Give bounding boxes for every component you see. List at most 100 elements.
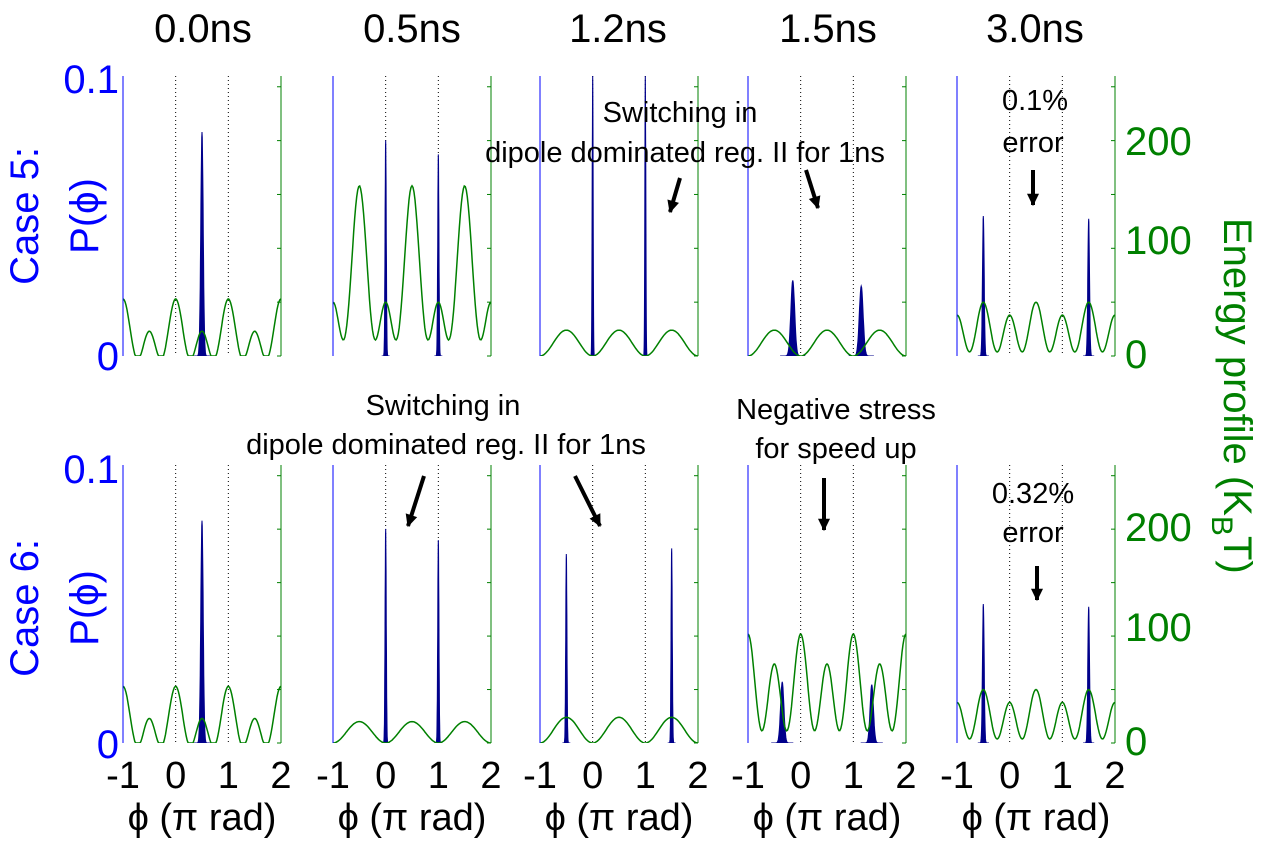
arrow-head [667,199,679,214]
right-axis-label-tail: T) [1215,536,1259,574]
y-right-tick-100-row1: 100 [1125,219,1192,263]
panel-1-1 [122,76,282,357]
arrow-head [1026,193,1040,207]
annotation-3-line-2: dipole dominated reg. II for 1ns [246,429,646,461]
annotation-arrow-3 [1026,170,1040,207]
energy-curve [333,720,491,743]
annotation-4-line-1: Negative stress [736,394,936,426]
annotation-arrow-2 [804,169,821,210]
column-title-2: 1.2ns [569,7,667,51]
column-title-4: 3.0ns [986,7,1084,51]
annotation-1-line-2: dipole dominated reg. II for 1ns [485,137,885,169]
annotation-arrow-7 [1030,566,1044,602]
arrow-head [405,513,418,528]
panel-1-5 [956,76,1116,357]
annotation-arrow-1 [667,177,682,214]
probability-peak-2 [434,154,443,356]
x-axis-label: ϕ (π rad) [962,797,1111,839]
y-right-tick-0-row2: 0 [1125,720,1147,764]
row-ylabel-case6: P(ϕ) [63,570,107,646]
x-tick-label: 2 [480,755,501,797]
energy-curve [123,685,281,743]
x-tick-label: 0 [999,755,1020,797]
probability-peak-1 [780,280,806,356]
x-tick-label: 2 [270,755,291,797]
x-tick-label: 1 [218,755,239,797]
arrow-head [589,513,601,528]
x-tick-label: 1 [635,755,656,797]
x-tick-label: -1 [731,755,765,797]
arrow-head [1030,588,1044,602]
x-tick-label: 2 [1104,755,1125,797]
annotation-arrow-5 [573,475,602,528]
panel-1-4 [747,76,907,357]
x-axis-label: ϕ (π rad) [338,797,487,839]
annotation-2-line-1: 0.1% [1002,85,1068,117]
arrow-head [808,195,821,210]
panel-1-2 [332,76,492,357]
panel-2-4 [747,465,907,744]
x-tick-label: 0 [165,755,186,797]
right-axis-label-main: Energy profile (K [1215,218,1259,516]
y-left-tick-top-row1: 0.1 [63,58,119,102]
probability-peak-1 [194,131,210,356]
row-ylabel-case5: P(ϕ) [63,178,107,254]
y-right-tick-200-row1: 200 [1125,120,1192,164]
panel-2-5 [956,465,1116,744]
right-axis-label-sub: B [1205,516,1238,536]
probability-peak-1 [562,553,571,743]
annotation-3-line-1: Switching in [366,390,521,422]
x-axis-label: ϕ (π rad) [128,797,277,839]
panel-2-2 [332,465,492,744]
y-left-tick-zero-row1: 0 [97,335,119,379]
column-title-3: 1.5ns [779,7,877,51]
energy-curve [748,329,906,356]
x-tick-label: -1 [316,755,350,797]
panel-2-3 [539,465,699,744]
energy-curve [957,688,1115,740]
probability-peak-1 [381,140,390,356]
probability-peak-1 [194,520,210,743]
energy-curve [123,298,281,356]
annotation-5-line-2: error [1002,517,1064,549]
row-label-case5: Case 5: [3,147,47,285]
y-right-tick-0-row1: 0 [1125,333,1147,377]
probability-peak-1 [589,76,596,356]
right-axis-label: Energy profile (KBT) [1205,218,1259,574]
probability-peak-2 [1083,218,1095,356]
x-axis-label: ϕ (π rad) [545,797,694,839]
x-tick-label: 1 [1052,755,1073,797]
x-tick-label: 0 [790,755,811,797]
annotation-arrow-6 [817,478,831,532]
annotation-2-line-2: error [1002,127,1064,159]
y-left-tick-top-row2: 0.1 [63,448,119,492]
probability-peak-2 [848,284,874,356]
x-tick-label: 1 [843,755,864,797]
x-axis-label: ϕ (π rad) [753,797,902,839]
annotation-5-line-1: 0.32% [992,478,1074,510]
y-right-tick-100-row2: 100 [1125,606,1192,650]
annotation-arrow-4 [405,475,426,528]
column-title-0: 0.0ns [154,7,252,51]
probability-peak-1 [381,528,390,743]
x-tick-label: -1 [940,755,974,797]
x-tick-label: 0 [375,755,396,797]
x-tick-label: 2 [687,755,708,797]
arrow-head [817,518,831,532]
panel-1-3 [539,76,699,357]
x-tick-label: 2 [895,755,916,797]
probability-peak-2 [667,548,676,743]
energy-curve [957,301,1115,353]
energy-curve [540,716,698,743]
panel-2-1 [122,465,282,744]
annotation-1-line-1: Switching in [603,97,758,129]
x-tick-label: 1 [428,755,449,797]
probability-peak-2 [1083,606,1095,743]
annotation-4-line-2: for speed up [755,433,916,465]
energy-curve [540,329,698,356]
x-tick-label: 0 [582,755,603,797]
y-right-tick-200-row2: 200 [1125,506,1192,550]
x-tick-label: -1 [106,755,140,797]
energy-curve [333,184,491,342]
